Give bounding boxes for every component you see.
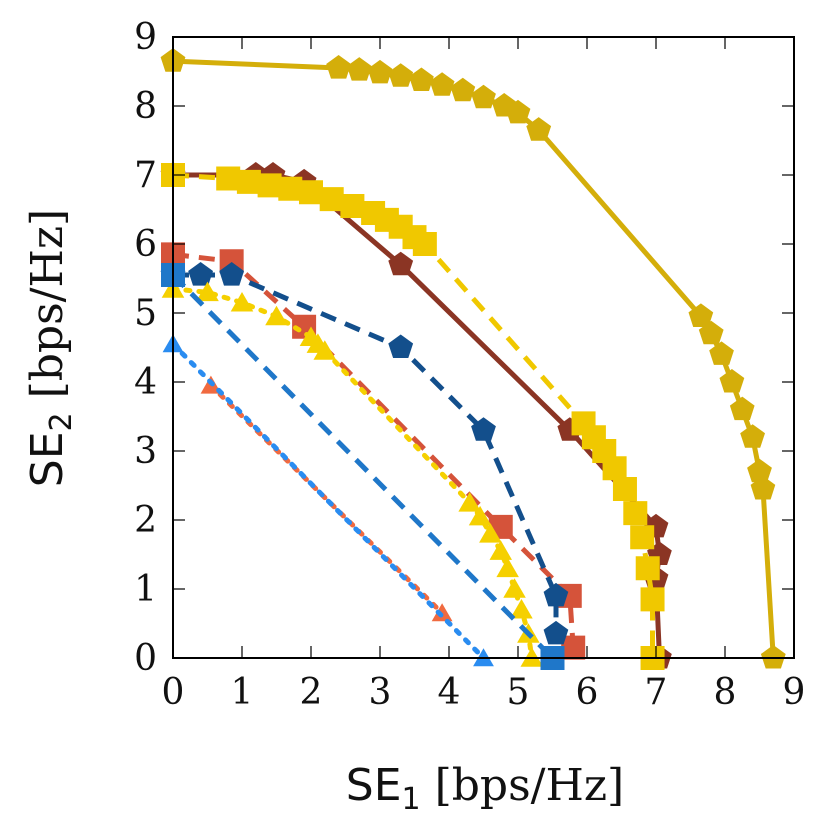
x-axis-title-sub: 1 — [402, 782, 421, 817]
y-tick-label: 0 — [134, 638, 157, 679]
data-point — [747, 458, 772, 483]
y-tick-label: 6 — [134, 224, 157, 265]
data-point — [543, 582, 569, 607]
data-point — [635, 556, 660, 581]
y-tick-label: 3 — [134, 431, 157, 472]
data-point — [602, 456, 627, 481]
data-point — [740, 424, 765, 448]
data-point — [510, 599, 533, 619]
data-point — [216, 166, 241, 191]
data-point — [367, 59, 393, 84]
x-tick-label: 5 — [507, 672, 530, 713]
data-point — [388, 334, 414, 358]
y-tick-label: 7 — [134, 155, 157, 196]
plot-frame — [172, 36, 795, 659]
series-5 — [161, 278, 544, 667]
series-4 — [160, 262, 569, 645]
data-point — [412, 232, 437, 256]
x-tick-label: 9 — [783, 672, 806, 713]
data-point — [230, 292, 254, 312]
tick-layer: 0 1 2 3 4 5 6 7 8 9 0 1 2 3 4 5 6 7 8 9 — [134, 17, 805, 713]
data-point — [219, 262, 244, 286]
data-point — [409, 67, 434, 91]
series-line — [171, 273, 555, 660]
x-tick-label: 3 — [369, 672, 392, 713]
y-tick-label: 4 — [134, 362, 157, 403]
series-line — [170, 286, 535, 661]
y-tick-label: 8 — [134, 86, 157, 127]
data-point — [388, 251, 414, 276]
data-point — [698, 320, 724, 345]
data-point — [340, 194, 365, 219]
x-tick-label: 8 — [714, 672, 737, 713]
x-tick-label: 6 — [576, 672, 599, 713]
x-tick-label: 2 — [300, 672, 323, 713]
data-point — [468, 505, 492, 526]
data-point — [313, 340, 337, 360]
series-line — [172, 58, 776, 659]
data-point — [688, 303, 714, 327]
y-tick-label: 1 — [134, 569, 157, 610]
data-point — [299, 180, 323, 205]
data-point — [188, 262, 213, 286]
y-tick-label: 9 — [134, 17, 157, 58]
x-tick-label: 4 — [438, 672, 461, 713]
series-2 — [161, 163, 665, 670]
data-point — [471, 84, 496, 109]
data-point — [236, 169, 261, 194]
data-point — [709, 341, 734, 365]
data-point — [526, 117, 552, 141]
data-point — [257, 173, 282, 198]
y-tick-label: 2 — [134, 500, 157, 541]
y-axis-title-main: SE — [22, 431, 73, 487]
data-point — [640, 587, 665, 612]
data-point — [750, 475, 776, 500]
x-tick-label: 7 — [645, 672, 668, 713]
x-axis-title-main: SE — [346, 760, 402, 811]
data-point — [278, 176, 303, 201]
data-point — [612, 476, 637, 501]
data-point — [326, 55, 351, 79]
data-point — [346, 57, 372, 81]
data-point — [503, 578, 526, 598]
data-point — [450, 77, 476, 102]
data-point — [319, 187, 344, 212]
series-line — [170, 341, 486, 661]
series-6 — [161, 263, 565, 670]
data-point — [729, 396, 755, 421]
x-axis-title-unit: [bps/Hz] — [421, 760, 625, 811]
data-point — [471, 417, 496, 441]
series-line — [208, 382, 445, 616]
data-point — [496, 557, 519, 578]
data-point — [458, 492, 481, 512]
data-point — [543, 620, 569, 645]
data-point — [760, 645, 786, 669]
x-axis-title: SE1 [bps/Hz] — [346, 760, 624, 817]
data-point — [489, 540, 512, 560]
series-layer — [160, 48, 786, 670]
data-point — [265, 305, 288, 326]
data-point — [196, 281, 219, 302]
data-point — [479, 523, 502, 543]
series-0 — [160, 48, 786, 669]
y-axis-title-unit: [bps/Hz] — [22, 209, 73, 413]
data-point — [429, 72, 455, 96]
data-point — [623, 501, 648, 526]
y-tick-label: 5 — [134, 293, 157, 334]
y-axis-title: SE2 [bps/Hz] — [22, 209, 79, 487]
data-point — [431, 603, 453, 622]
x-tick-label: 0 — [162, 672, 185, 713]
x-tick-label: 1 — [231, 672, 254, 713]
data-point — [719, 369, 745, 393]
series-line — [172, 251, 576, 648]
y-axis-title-sub: 2 — [44, 412, 79, 431]
data-point — [630, 525, 655, 550]
data-point — [561, 635, 586, 660]
data-point — [388, 63, 414, 87]
data-point — [505, 99, 531, 124]
